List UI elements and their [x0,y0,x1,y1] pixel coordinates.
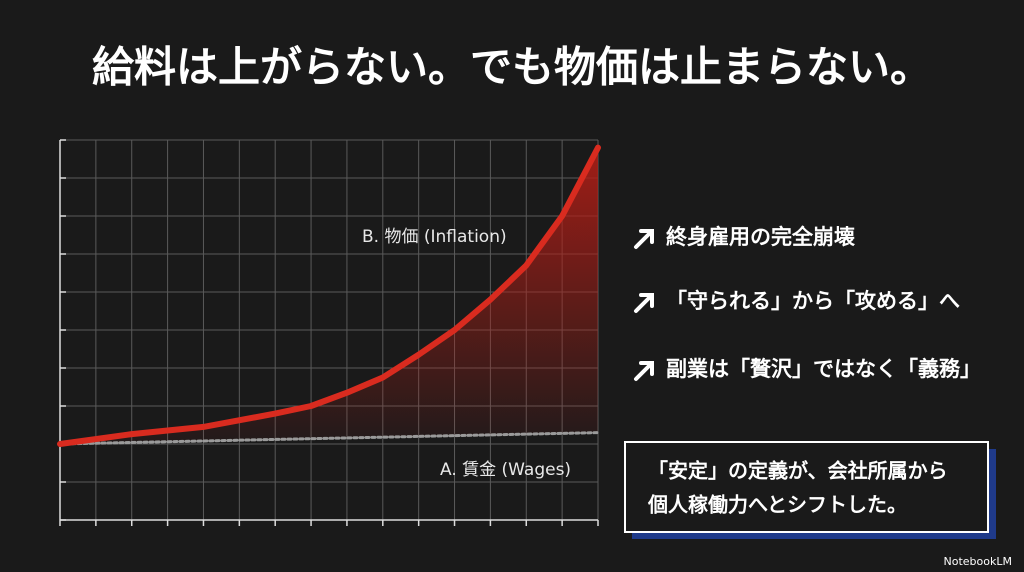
callout-text: 「安定」の定義が、会社所属から [648,459,948,483]
bullet-text: 副業は「贅沢」ではなく「義務」 [666,357,981,381]
callout-text: 個人稼働力へとシフトした。 [647,493,907,517]
area-fill [60,147,598,444]
bullet-text: 終身雇用の完全崩壊 [666,225,855,249]
series-label: B. 物価 (Inflation) [362,227,507,247]
series-label: A. 賃金 (Wages) [440,460,571,480]
chart: B. 物価 (Inflation) A. 賃金 (Wages) [57,139,601,526]
callout-box [624,441,989,533]
series-line [57,144,601,447]
bullet-text: 「守られる」から「攻める」へ [666,289,960,313]
bullet-icons [634,229,654,381]
slide-title: 給料は上がらない。でも物価は止まらない。 [92,43,932,92]
series-line [58,431,600,446]
brand: NotebookLM [944,555,1012,568]
